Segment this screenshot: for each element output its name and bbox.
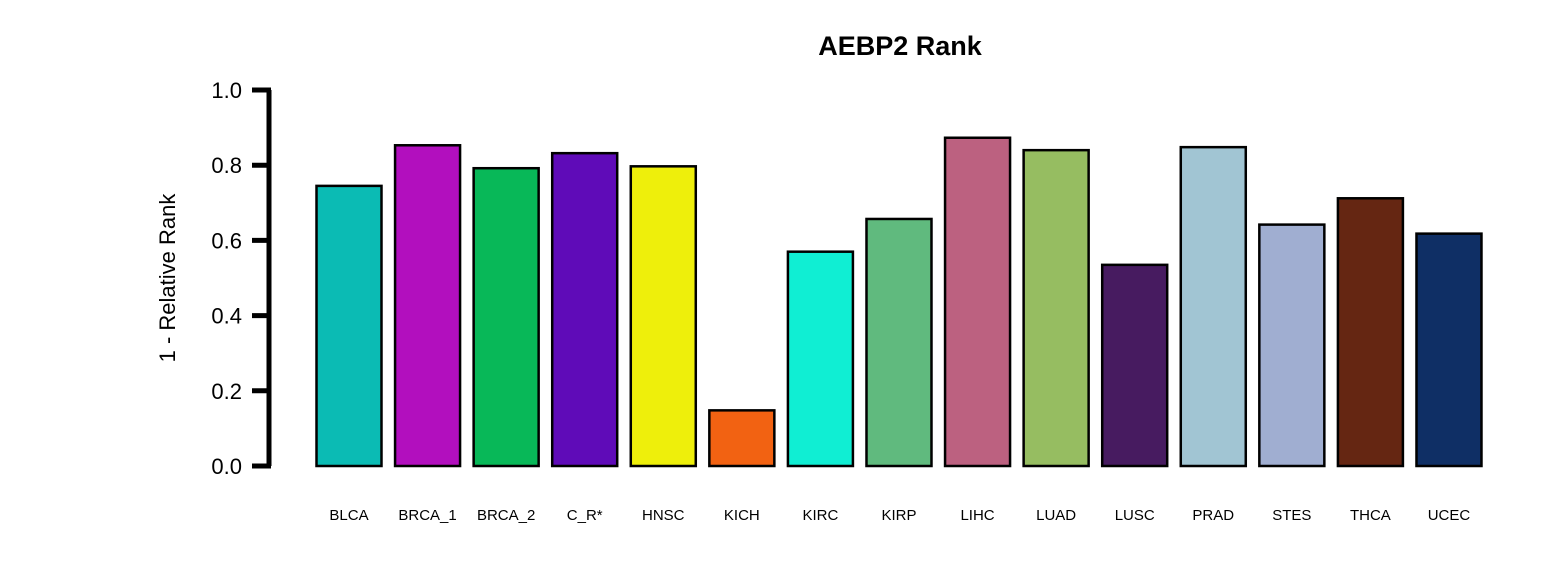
bar-c-r — [550, 151, 619, 468]
x-tick-label: LIHC — [960, 507, 994, 524]
bar-kirp — [865, 217, 933, 468]
bar-thca — [1336, 197, 1405, 468]
bar-ucec — [1415, 232, 1483, 468]
bar-brca-1 — [393, 144, 462, 468]
y-axis: 0.0 0.2 0.4 0.6 0.8 1.0 — [211, 78, 272, 479]
x-tick-label: BLCA — [329, 507, 368, 524]
y-tick-label: 1.0 — [211, 78, 242, 103]
x-tick-labels: BLCA BRCA_1 BRCA_2 C_R* HNSC KICH KIRC KIRP LIHC… — [329, 507, 1470, 524]
x-tick-label: THCA — [1350, 507, 1391, 524]
x-tick-label: KIRC — [802, 507, 838, 524]
bar-lihc — [943, 136, 1012, 468]
x-tick-label: STES — [1272, 507, 1311, 524]
bar-stes — [1258, 223, 1326, 468]
x-tick-label: HNSC — [642, 507, 685, 524]
x-tick-label: BRCA_1 — [398, 507, 456, 524]
bar-prad — [1179, 145, 1248, 468]
x-tick-label: PRAD — [1192, 507, 1234, 524]
x-tick-label: LUAD — [1036, 507, 1076, 524]
y-tick-label: 0.8 — [211, 153, 242, 178]
bar-lusc — [1100, 263, 1169, 468]
bar-hnsc — [629, 165, 698, 468]
bar-kich — [708, 409, 776, 468]
y-tick-label: 0.6 — [211, 228, 242, 253]
bar-kirc — [786, 250, 855, 468]
bar-luad — [1022, 148, 1090, 468]
x-tick-label: BRCA_2 — [477, 507, 535, 524]
y-tick-label: 0.2 — [211, 379, 242, 404]
chart-title: AEBP2 Rank — [818, 31, 983, 61]
y-axis-label: 1 - Relative Rank — [155, 193, 180, 363]
y-tick-label: 0.0 — [211, 454, 242, 479]
x-tick-label: KICH — [724, 507, 760, 524]
x-tick-label: KIRP — [881, 507, 916, 524]
x-tick-label: UCEC — [1428, 507, 1471, 524]
bars — [315, 136, 1483, 468]
x-tick-label: C_R* — [567, 507, 603, 524]
x-tick-label: LUSC — [1115, 507, 1155, 524]
bar-blca — [315, 184, 383, 468]
bar-brca-2 — [472, 166, 540, 468]
y-tick-label: 0.4 — [211, 304, 242, 329]
